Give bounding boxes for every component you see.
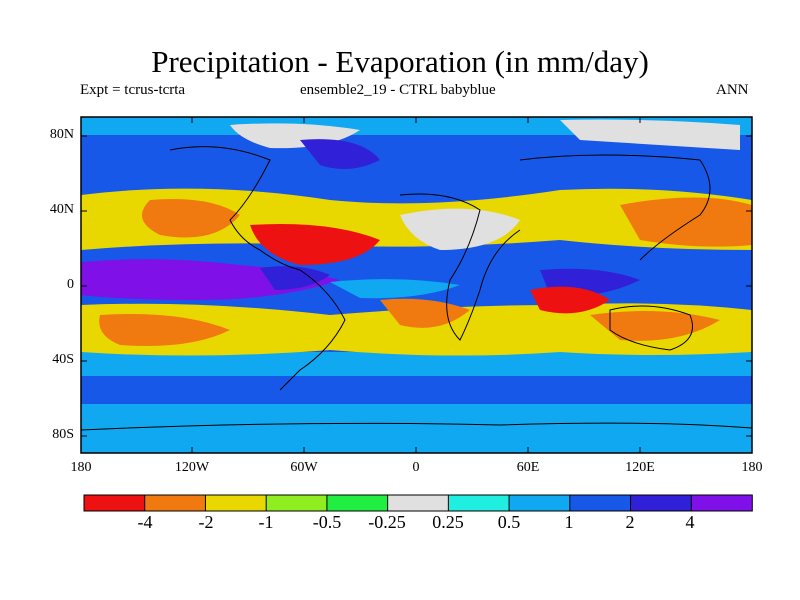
coastlines — [81, 146, 752, 431]
field-sahara-dry — [400, 208, 520, 250]
field-atlantic-itcz — [330, 279, 460, 299]
map-title: Precipitation - Evaporation (in mm/day) — [151, 44, 649, 79]
colorbar — [83, 494, 753, 512]
field-south-pacific-dry — [99, 314, 230, 346]
colorbar-label: -0.5 — [312, 512, 342, 532]
colorbar-swatch — [387, 494, 450, 512]
field-indian-ocean-dry — [530, 286, 610, 314]
field-band-southern-midlat — [81, 352, 752, 376]
colorbar-label: -2 — [198, 512, 214, 532]
colorbar-label: 0.5 — [497, 512, 521, 532]
colorbar-swatch — [569, 494, 632, 512]
colorbar-swatch — [447, 494, 510, 512]
colorbar-label: -1 — [258, 512, 274, 532]
field-australia-dry — [590, 311, 720, 341]
x-tick-label: 120E — [625, 460, 655, 475]
field-north-pacific-dry — [142, 199, 240, 238]
field-band-antarctic — [81, 404, 752, 453]
x-tick-label: 120W — [174, 460, 210, 475]
colorbar-label: 1 — [564, 512, 574, 532]
field-northwest-pacific-dry — [620, 197, 752, 247]
field-siberia-dry — [560, 119, 740, 150]
y-tick-label: 40N — [49, 202, 74, 217]
field-east-pacific-wet — [260, 266, 330, 290]
ensemble-label: ensemble2_19 - CTRL babyblue — [300, 82, 496, 98]
colorbar-label: 4 — [685, 512, 695, 532]
tick-marks — [81, 117, 752, 453]
field-south-subtropics — [81, 303, 752, 356]
experiment-label: Expt = tcrus-tcrta — [80, 82, 186, 98]
field-north-atlantic-wet — [300, 139, 380, 169]
colorbar-label: -0.25 — [368, 512, 406, 532]
x-tick-label: 60W — [290, 460, 318, 475]
y-tick-label: 40S — [52, 352, 74, 367]
map-field — [81, 117, 752, 453]
colorbar-swatch — [630, 494, 693, 512]
y-tick-label: 80S — [52, 427, 74, 442]
colorbar-swatch — [326, 494, 389, 512]
colorbar-label: 0.25 — [432, 512, 464, 532]
field-caribbean-dry — [250, 224, 380, 265]
x-tick-label: 180 — [741, 460, 763, 475]
colorbar-label: -4 — [137, 512, 153, 532]
x-tick-label: 60E — [516, 460, 540, 475]
colorbar-swatch — [508, 494, 571, 512]
season-label: ANN — [716, 82, 749, 98]
colorbar-swatch — [204, 494, 267, 512]
colorbar-swatch — [690, 494, 753, 512]
x-tick-label: 0 — [412, 460, 420, 475]
y-tick-label: 80N — [49, 127, 74, 142]
field-south-atlantic-dry — [380, 298, 470, 328]
colorbar-swatch — [144, 494, 207, 512]
colorbar-swatch — [265, 494, 328, 512]
colorbar-label: 2 — [625, 512, 635, 532]
y-tick-label: 0 — [67, 277, 74, 292]
x-tick-label: 180 — [70, 460, 92, 475]
colorbar-swatch — [83, 494, 146, 512]
field-band-southern-ocean — [81, 376, 752, 404]
